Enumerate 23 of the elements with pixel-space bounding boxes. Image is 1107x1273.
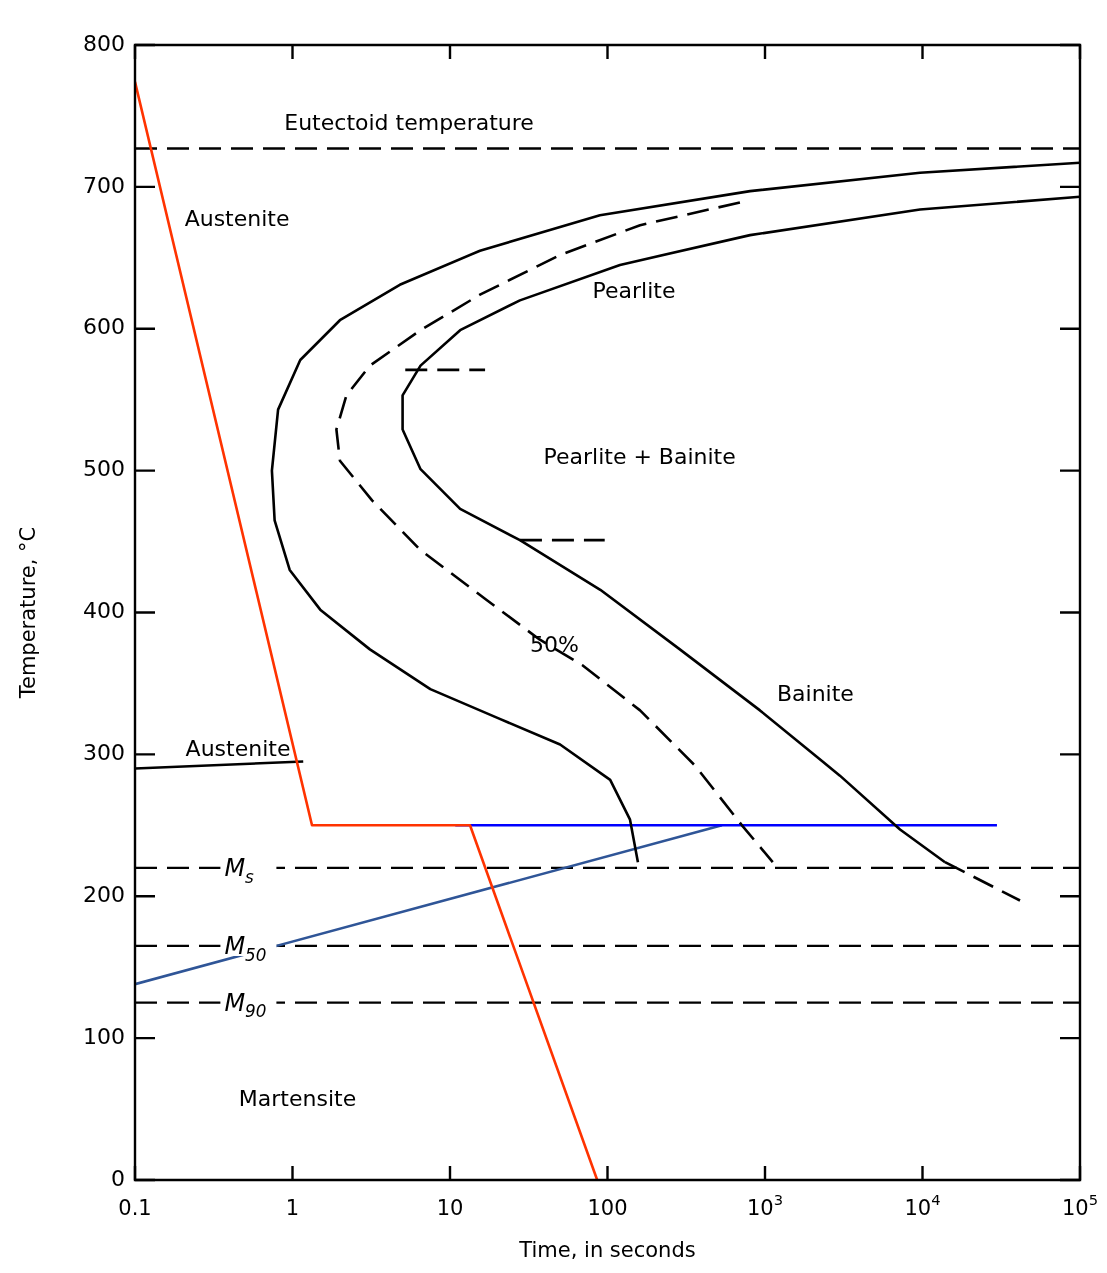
y-tick-label: 300 xyxy=(83,740,126,766)
y-tick-label: 400 xyxy=(83,598,126,624)
x-tick-label: 1 xyxy=(285,1196,300,1221)
y-tick-label: 0 xyxy=(111,1165,125,1191)
annotation: 50% xyxy=(529,632,579,658)
annotation: Pearlite xyxy=(592,278,676,304)
annotation: Austenite xyxy=(185,735,291,761)
x-axis-title: Time, in seconds xyxy=(518,1238,696,1263)
y-tick-label: 100 xyxy=(83,1023,126,1049)
annotation: Pearlite + Bainite xyxy=(543,443,736,469)
ref-line-label: Eutectoid temperature xyxy=(284,110,534,136)
annotation: Austenite xyxy=(184,205,290,231)
x-tick-label: 100 xyxy=(587,1196,628,1221)
annotation: Bainite xyxy=(776,681,854,707)
y-tick-label: 800 xyxy=(83,30,126,56)
x-tick-label: 10 xyxy=(436,1196,464,1221)
y-tick-label: 600 xyxy=(83,314,126,340)
y-tick-label: 200 xyxy=(83,881,126,907)
y-axis-title: Temperature, °C xyxy=(16,526,41,700)
x-tick-label: 0.1 xyxy=(118,1196,152,1221)
annotation: Martensite xyxy=(238,1086,357,1112)
y-tick-label: 700 xyxy=(83,172,126,198)
y-tick-label: 500 xyxy=(83,456,126,482)
